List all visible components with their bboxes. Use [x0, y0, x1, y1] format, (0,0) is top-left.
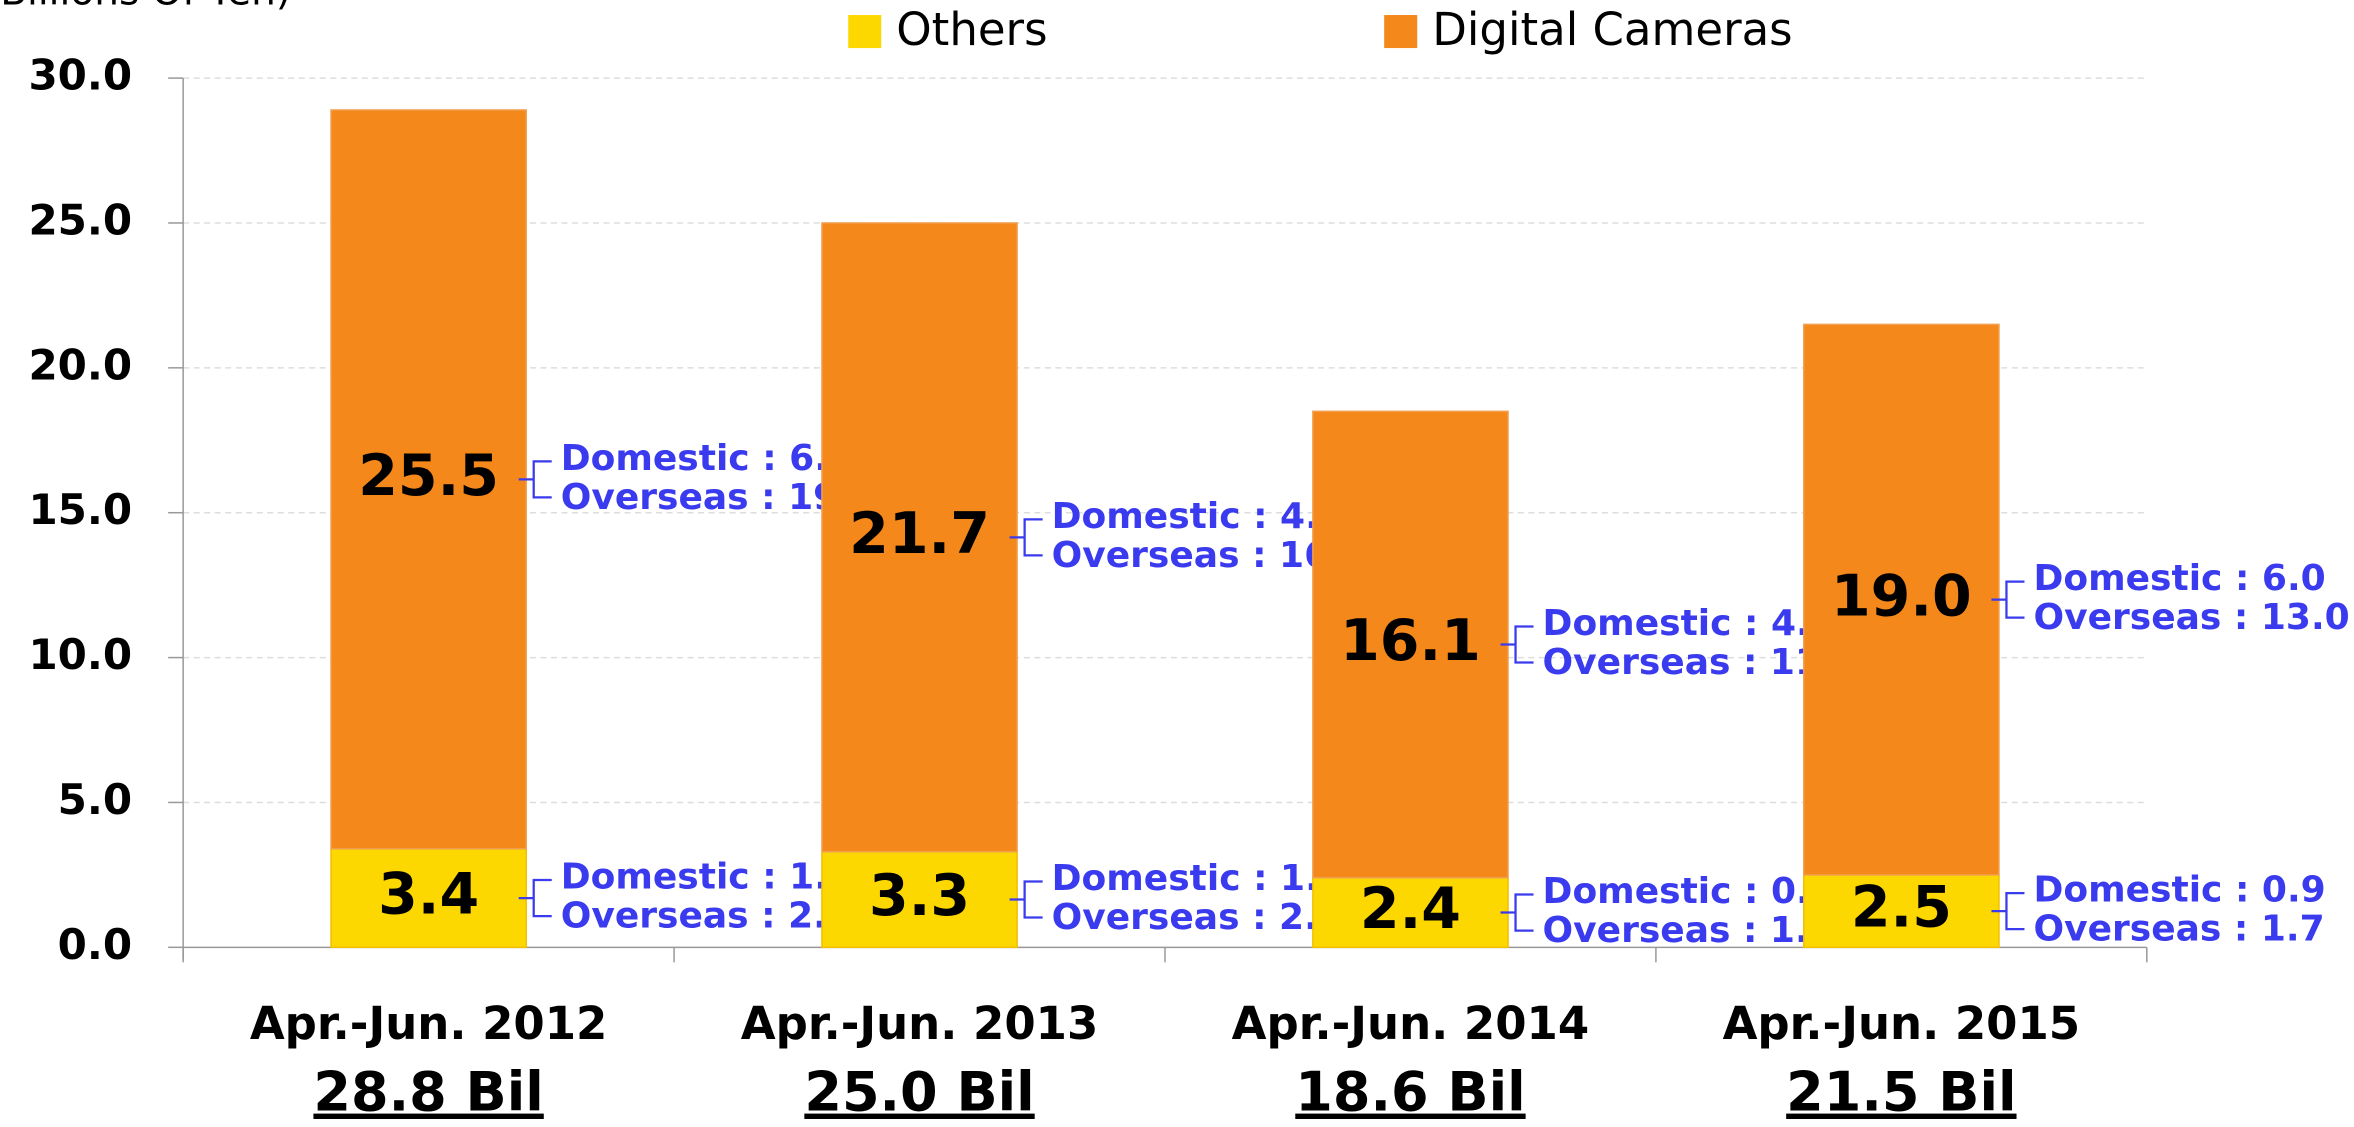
- value-label: 21.7: [849, 501, 990, 567]
- annotation: Overseas : 2.2: [561, 896, 852, 937]
- y-tick-label: 0.0: [58, 920, 132, 969]
- x-tick-label: Apr.-Jun. 2012: [250, 997, 608, 1050]
- bar-segment: [330, 109, 527, 850]
- annotation: Domestic : 1.1: [561, 857, 853, 898]
- bar-segment: [821, 850, 1018, 949]
- annotation: Domestic : 6.0: [2033, 558, 2325, 599]
- bracket: [1991, 891, 2025, 931]
- total-label: 25.0 Bil: [804, 1061, 1034, 1123]
- bar-segment: [1312, 410, 1509, 879]
- legend-swatch: [1384, 15, 1418, 49]
- y-tick-label: 20.0: [28, 340, 132, 389]
- bracket: [518, 460, 552, 499]
- y-tick-label: 5.0: [58, 775, 132, 824]
- legend-label: Others: [896, 3, 1047, 56]
- annotation: Overseas : 1.9: [1543, 910, 1834, 951]
- x-tick-label: Apr.-Jun. 2014: [1232, 997, 1590, 1050]
- value-label: 2.5: [1851, 875, 1952, 941]
- x-tick-label: Apr.-Jun. 2015: [1723, 997, 2081, 1050]
- value-label: 3.4: [378, 862, 479, 928]
- bar-segment: [1803, 874, 2000, 949]
- annotation: Overseas : 2.2: [1052, 897, 1343, 938]
- annotation: Domestic : 4.4: [1543, 603, 1835, 644]
- bar-segment: [1803, 323, 2000, 876]
- bracket: [1009, 880, 1043, 919]
- y-tick-label: 30.0: [28, 51, 132, 100]
- annotation: Domestic : 1.1: [1052, 858, 1344, 899]
- annotation: Overseas : 13.0: [2033, 597, 2349, 638]
- y-axis-label: (Billions Of Yen): [0, 0, 291, 15]
- bracket: [1991, 580, 2025, 619]
- x-tick-label: Apr.-Jun. 2013: [741, 997, 1099, 1050]
- bracket: [1500, 625, 1534, 664]
- annotation: Domestic : 6.2: [561, 438, 853, 479]
- total-label: 28.8 Bil: [313, 1061, 543, 1123]
- total-label: 21.5 Bil: [1786, 1061, 2016, 1123]
- value-label: 19.0: [1831, 563, 1972, 629]
- value-label: 2.4: [1360, 876, 1461, 942]
- bracket: [518, 878, 552, 918]
- annotation: Domestic : 0.9: [2033, 870, 2325, 911]
- value-label: 25.5: [358, 443, 499, 509]
- annotation: Overseas : 1.7: [2033, 909, 2324, 950]
- value-label: 16.1: [1340, 608, 1481, 674]
- bar-segment: [1312, 877, 1509, 949]
- bracket: [1500, 893, 1534, 932]
- annotation: Domestic : 0.5: [1543, 871, 1835, 912]
- legend-swatch: [848, 15, 882, 49]
- y-tick-label: 10.0: [28, 630, 132, 679]
- legend-label: Digital Cameras: [1432, 3, 1792, 56]
- y-tick-label: 25.0: [28, 195, 132, 244]
- annotation: Domestic : 4.8: [1052, 496, 1344, 537]
- total-label: 18.6 Bil: [1295, 1061, 1525, 1123]
- bar-segment: [821, 222, 1018, 853]
- value-label: 3.3: [869, 863, 970, 929]
- y-tick-label: 15.0: [28, 485, 132, 534]
- bracket: [1009, 518, 1043, 557]
